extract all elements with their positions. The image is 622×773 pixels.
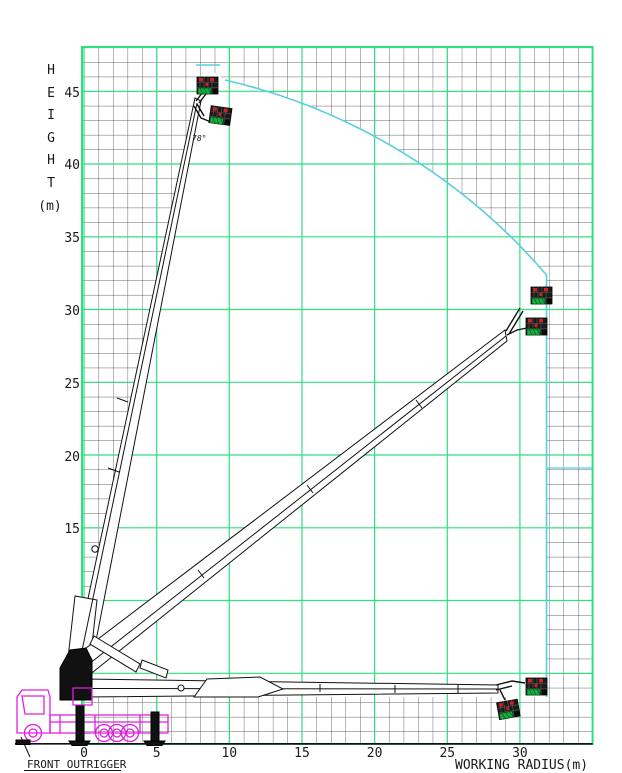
jib-right (505, 307, 528, 336)
x-tick-label: 20 (367, 746, 383, 761)
y-axis-letter: E (47, 86, 55, 101)
x-tick-label: 30 (512, 746, 528, 761)
y-axis-letter: G (47, 131, 55, 146)
y-tick-label: 15 (64, 522, 80, 537)
out-of-range-mesh (82, 47, 593, 744)
truck (16, 687, 169, 743)
envelope-boundary (196, 64, 593, 697)
y-axis-letter: H (47, 63, 55, 78)
y-tick-label: 20 (64, 450, 80, 465)
truck-cab-window (21, 695, 45, 715)
y-axis-letter: H (47, 153, 55, 168)
y-axis-title: H E I G H T (m) (38, 63, 61, 214)
platform-basket (208, 105, 233, 126)
jib-bottom (495, 680, 526, 701)
x-tick-label: 10 (221, 746, 237, 761)
boom-40deg (67, 329, 508, 694)
x-tick-label: 0 (80, 746, 88, 761)
turret (59, 647, 93, 701)
y-tick-label: 35 (64, 231, 80, 246)
boom-horizontal (83, 676, 499, 698)
truck-wheel (23, 723, 43, 743)
y-axis-letter: I (47, 108, 55, 123)
platform-basket (496, 698, 521, 721)
front-outrigger-label: FRONT OUTRIGGER (27, 758, 127, 771)
stowed-boom-sections (89, 635, 169, 679)
x-axis-title: WORKING RADIUS(m) (455, 758, 588, 773)
turret-base-magenta (72, 687, 93, 706)
platform-basket (196, 76, 219, 95)
x-tick-label: 25 (439, 746, 455, 761)
y-axis-letter: (m) (38, 199, 61, 214)
front-outrigger-leader (20, 736, 31, 758)
boom-angle-label: 78° (192, 134, 206, 143)
folded-jib-silhouette (193, 676, 285, 698)
platform-basket (525, 677, 548, 696)
platform-basket (530, 286, 553, 305)
platform-basket (525, 317, 548, 336)
y-tick-label: 30 (64, 304, 80, 319)
y-axis-letter: T (47, 176, 55, 191)
x-axis-ticks: 0 5 10 15 20 25 30 (80, 746, 528, 761)
x-tick-label: 5 (153, 746, 161, 761)
truck-wheel (120, 723, 140, 743)
y-tick-label: 40 (64, 158, 80, 173)
y-axis-ticks: 45 40 35 30 25 20 15 (64, 86, 80, 537)
major-grid (82, 47, 593, 744)
y-tick-label: 25 (64, 377, 80, 392)
y-tick-label: 45 (64, 86, 80, 101)
x-tick-label: 15 (294, 746, 310, 761)
